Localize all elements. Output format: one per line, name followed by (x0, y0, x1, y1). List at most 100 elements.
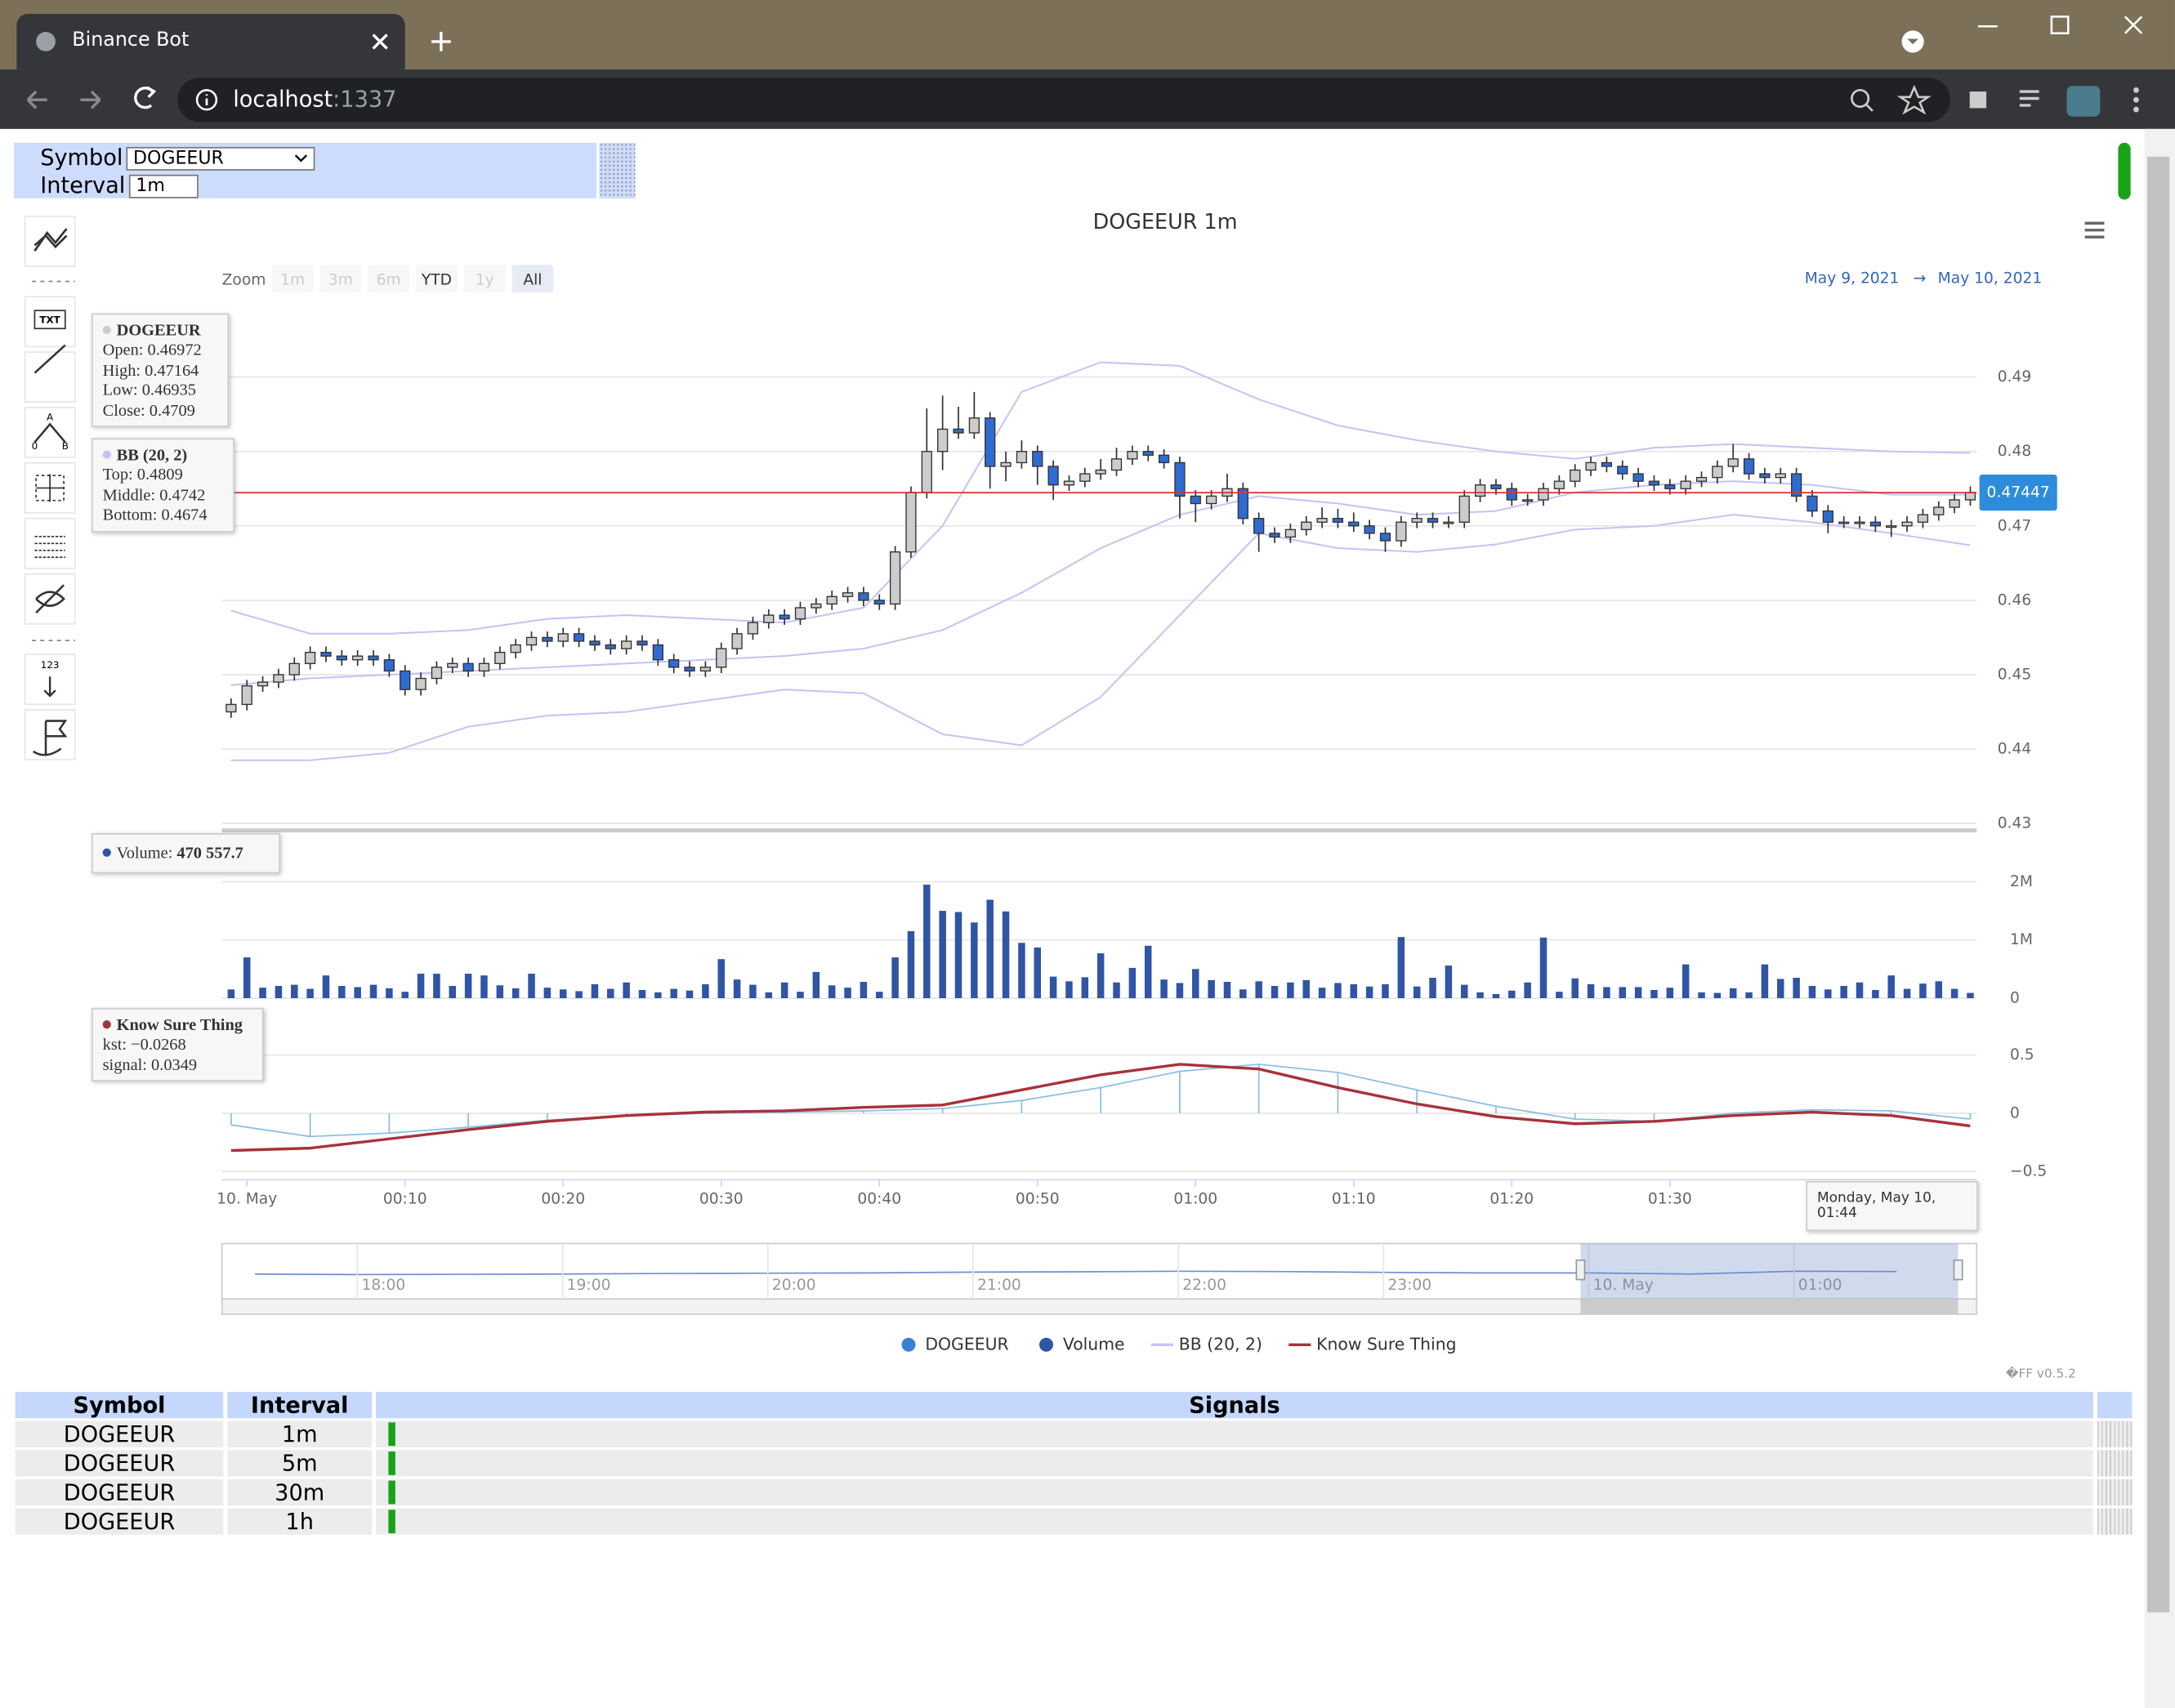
candle-body (368, 655, 379, 661)
volume-bar (275, 986, 283, 998)
cell (2097, 1420, 2133, 1447)
y-tick-label: −0.5 (2010, 1163, 2047, 1180)
site-info[interactable] (195, 89, 218, 111)
candle-body (383, 659, 395, 672)
zoom-button-label[interactable]: YTD (421, 271, 452, 288)
tooltip-title: DOGEEUR (116, 320, 201, 340)
x-tick-label: 01:10 (1332, 1191, 1376, 1208)
nav-buttons[interactable] (20, 83, 172, 117)
volume-bar (844, 988, 851, 998)
candle-body (1016, 451, 1028, 464)
volume-bar (1650, 990, 1658, 998)
volume-bar (575, 991, 583, 998)
drawing-toolbar[interactable]: TXT 123 A 0 B (20, 208, 92, 763)
legend-label[interactable]: DOGEEUR (925, 1334, 1008, 1353)
volume-bar (433, 974, 440, 998)
tooltip-line: Open: 0.46972 (102, 340, 202, 360)
candle-body (763, 614, 775, 623)
volume-bar (923, 884, 931, 998)
candle-body (731, 633, 743, 649)
menu-button[interactable] (2084, 221, 2105, 239)
zoom-button[interactable] (511, 265, 554, 293)
table-header: Signals (376, 1391, 2093, 1419)
volume-bar (1223, 982, 1231, 998)
candle-body (826, 595, 837, 605)
candle-body (1775, 473, 1786, 479)
new-tab[interactable] (429, 29, 454, 55)
candle-body (1680, 480, 1691, 489)
crosshair-label: Monday, May 10, 01:44 (1806, 1181, 1978, 1232)
volume-bar (227, 989, 235, 998)
candle-body (1917, 514, 1929, 523)
candle-body (510, 644, 521, 653)
volume-bar (1935, 981, 1943, 998)
volume-bar (638, 990, 646, 998)
omnibox[interactable] (177, 78, 1950, 123)
candle-body (716, 648, 727, 668)
volume-bar (449, 986, 457, 998)
legend-label[interactable]: BB (20, 2) (1179, 1334, 1262, 1353)
navigator-series (254, 1270, 1897, 1276)
scrollbar-thumb[interactable] (2147, 156, 2170, 1612)
candle-body (400, 670, 411, 690)
y-tick-label: 0.49 (1998, 368, 2032, 386)
volume-bar (1302, 979, 1310, 998)
navigator-handle[interactable] (1953, 1259, 1963, 1281)
volume-bar (876, 992, 883, 998)
candle-body (1949, 499, 1960, 508)
candle-body (968, 417, 980, 434)
signal-cell (376, 1450, 2093, 1477)
zoom-button[interactable] (415, 265, 458, 293)
candle-body (525, 636, 538, 646)
volume-bar (1556, 992, 1563, 998)
volume-bar (322, 975, 330, 998)
tooltip-line: High: 0.47164 (102, 359, 199, 380)
volume-bar (717, 959, 725, 998)
x-tick-label: 00:30 (699, 1191, 744, 1208)
candle-body (1079, 473, 1091, 482)
navigator-scrollbar[interactable] (221, 1298, 1978, 1315)
candle-body (1427, 518, 1439, 523)
range-to[interactable]: May 10, 2021 (1938, 270, 2043, 288)
volume-bar (1808, 986, 1816, 998)
navigator-selection[interactable] (1580, 1243, 1958, 1300)
tab-close[interactable] (369, 30, 391, 52)
url-host: localhost (233, 86, 333, 113)
candle-body (621, 640, 632, 649)
x-tick-label: 00:10 (383, 1191, 427, 1208)
candle-body (605, 644, 616, 649)
zoom-button-label: 6m (377, 271, 401, 288)
legend-label[interactable]: Volume (1063, 1334, 1125, 1353)
volume-bar (1967, 992, 1974, 998)
url: localhost:1337 (233, 86, 396, 112)
volume-bar (259, 988, 266, 998)
candle-body (921, 451, 932, 493)
candle-body (1063, 480, 1075, 486)
candle-body (779, 614, 790, 620)
navigator-handle[interactable] (1575, 1259, 1586, 1281)
volume-bar (1350, 983, 1358, 998)
volume-bar (907, 931, 915, 998)
scrollbar-thumb[interactable] (1580, 1299, 1958, 1314)
volume-bar (1524, 982, 1531, 998)
zoom-button-label[interactable]: All (523, 271, 542, 288)
interval-select[interactable]: 1m (128, 174, 199, 198)
range-from[interactable]: May 9, 2021 (1805, 270, 1900, 288)
candle-body (1411, 518, 1422, 523)
volume-bar (511, 988, 520, 998)
signal-cell (376, 1508, 2093, 1535)
bb-middle (230, 480, 1971, 686)
resize-handle[interactable] (599, 142, 636, 198)
tab-search[interactable] (1900, 29, 1926, 55)
candle-body (1047, 466, 1059, 486)
volume-bar (828, 985, 836, 998)
legend-label[interactable]: Know Sure Thing (1316, 1334, 1456, 1353)
browser-actions[interactable] (1847, 84, 2152, 118)
symbol-select[interactable]: DOGEEUR (126, 146, 315, 171)
candle-body (589, 640, 601, 646)
window-controls[interactable] (1970, 11, 2150, 42)
volume-bar (1492, 993, 1500, 998)
candle-body (447, 662, 458, 668)
tab[interactable] (16, 13, 405, 69)
volume-bar (1587, 983, 1595, 998)
